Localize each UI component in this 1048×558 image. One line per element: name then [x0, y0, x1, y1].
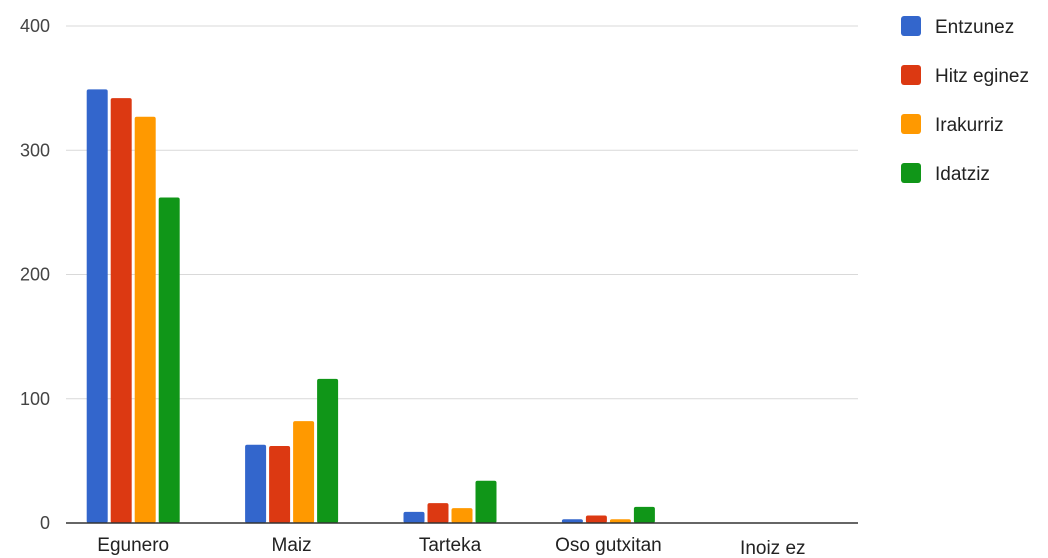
bar-2-2 [451, 508, 473, 523]
legend-label: Entzunez [935, 17, 1014, 38]
legend-swatch [901, 114, 921, 134]
gridlines [66, 25, 858, 400]
bar-2-3 [475, 480, 497, 523]
bar-3-3 [633, 506, 655, 523]
bar-1-0 [245, 444, 267, 523]
x-category-label: Inoiz ez [740, 538, 805, 558]
x-category-label: Egunero [97, 535, 169, 556]
bar-1-2 [293, 421, 315, 523]
bar-2-1 [427, 503, 449, 523]
bar-0-3 [158, 197, 180, 523]
legend: Entzunez Hitz eginez Irakurriz Idatziz [901, 16, 1029, 185]
bar-3-1 [585, 515, 607, 523]
x-category-label: Maiz [272, 535, 312, 556]
bar-3-0 [561, 519, 583, 523]
x-category-label: Oso gutxitan [555, 535, 662, 556]
y-tick-label: 400 [20, 16, 50, 36]
y-tick-label: 300 [20, 140, 50, 160]
y-tick-label: 100 [20, 389, 50, 409]
legend-swatch [901, 16, 921, 36]
bars [86, 89, 655, 524]
y-axis-ticks: 0 100 200 300 400 [20, 16, 50, 533]
y-tick-label: 200 [20, 265, 50, 285]
legend-label: Irakurriz [935, 115, 1004, 136]
bar-2-0 [403, 511, 425, 523]
legend-swatch [901, 65, 921, 85]
legend-label: Idatziz [935, 164, 990, 185]
x-axis-categories: Egunero Maiz Tarteka Oso gutxitan Inoiz ez [97, 535, 805, 558]
bar-0-0 [86, 89, 108, 524]
legend-swatch [901, 163, 921, 183]
y-tick-label: 0 [40, 513, 50, 533]
bar-0-1 [110, 98, 132, 523]
bar-3-2 [609, 519, 631, 523]
legend-label: Hitz eginez [935, 66, 1029, 87]
bar-1-3 [317, 378, 339, 523]
bar-1-1 [269, 445, 291, 523]
bar-0-2 [134, 116, 156, 523]
x-category-label: Tarteka [419, 535, 482, 556]
